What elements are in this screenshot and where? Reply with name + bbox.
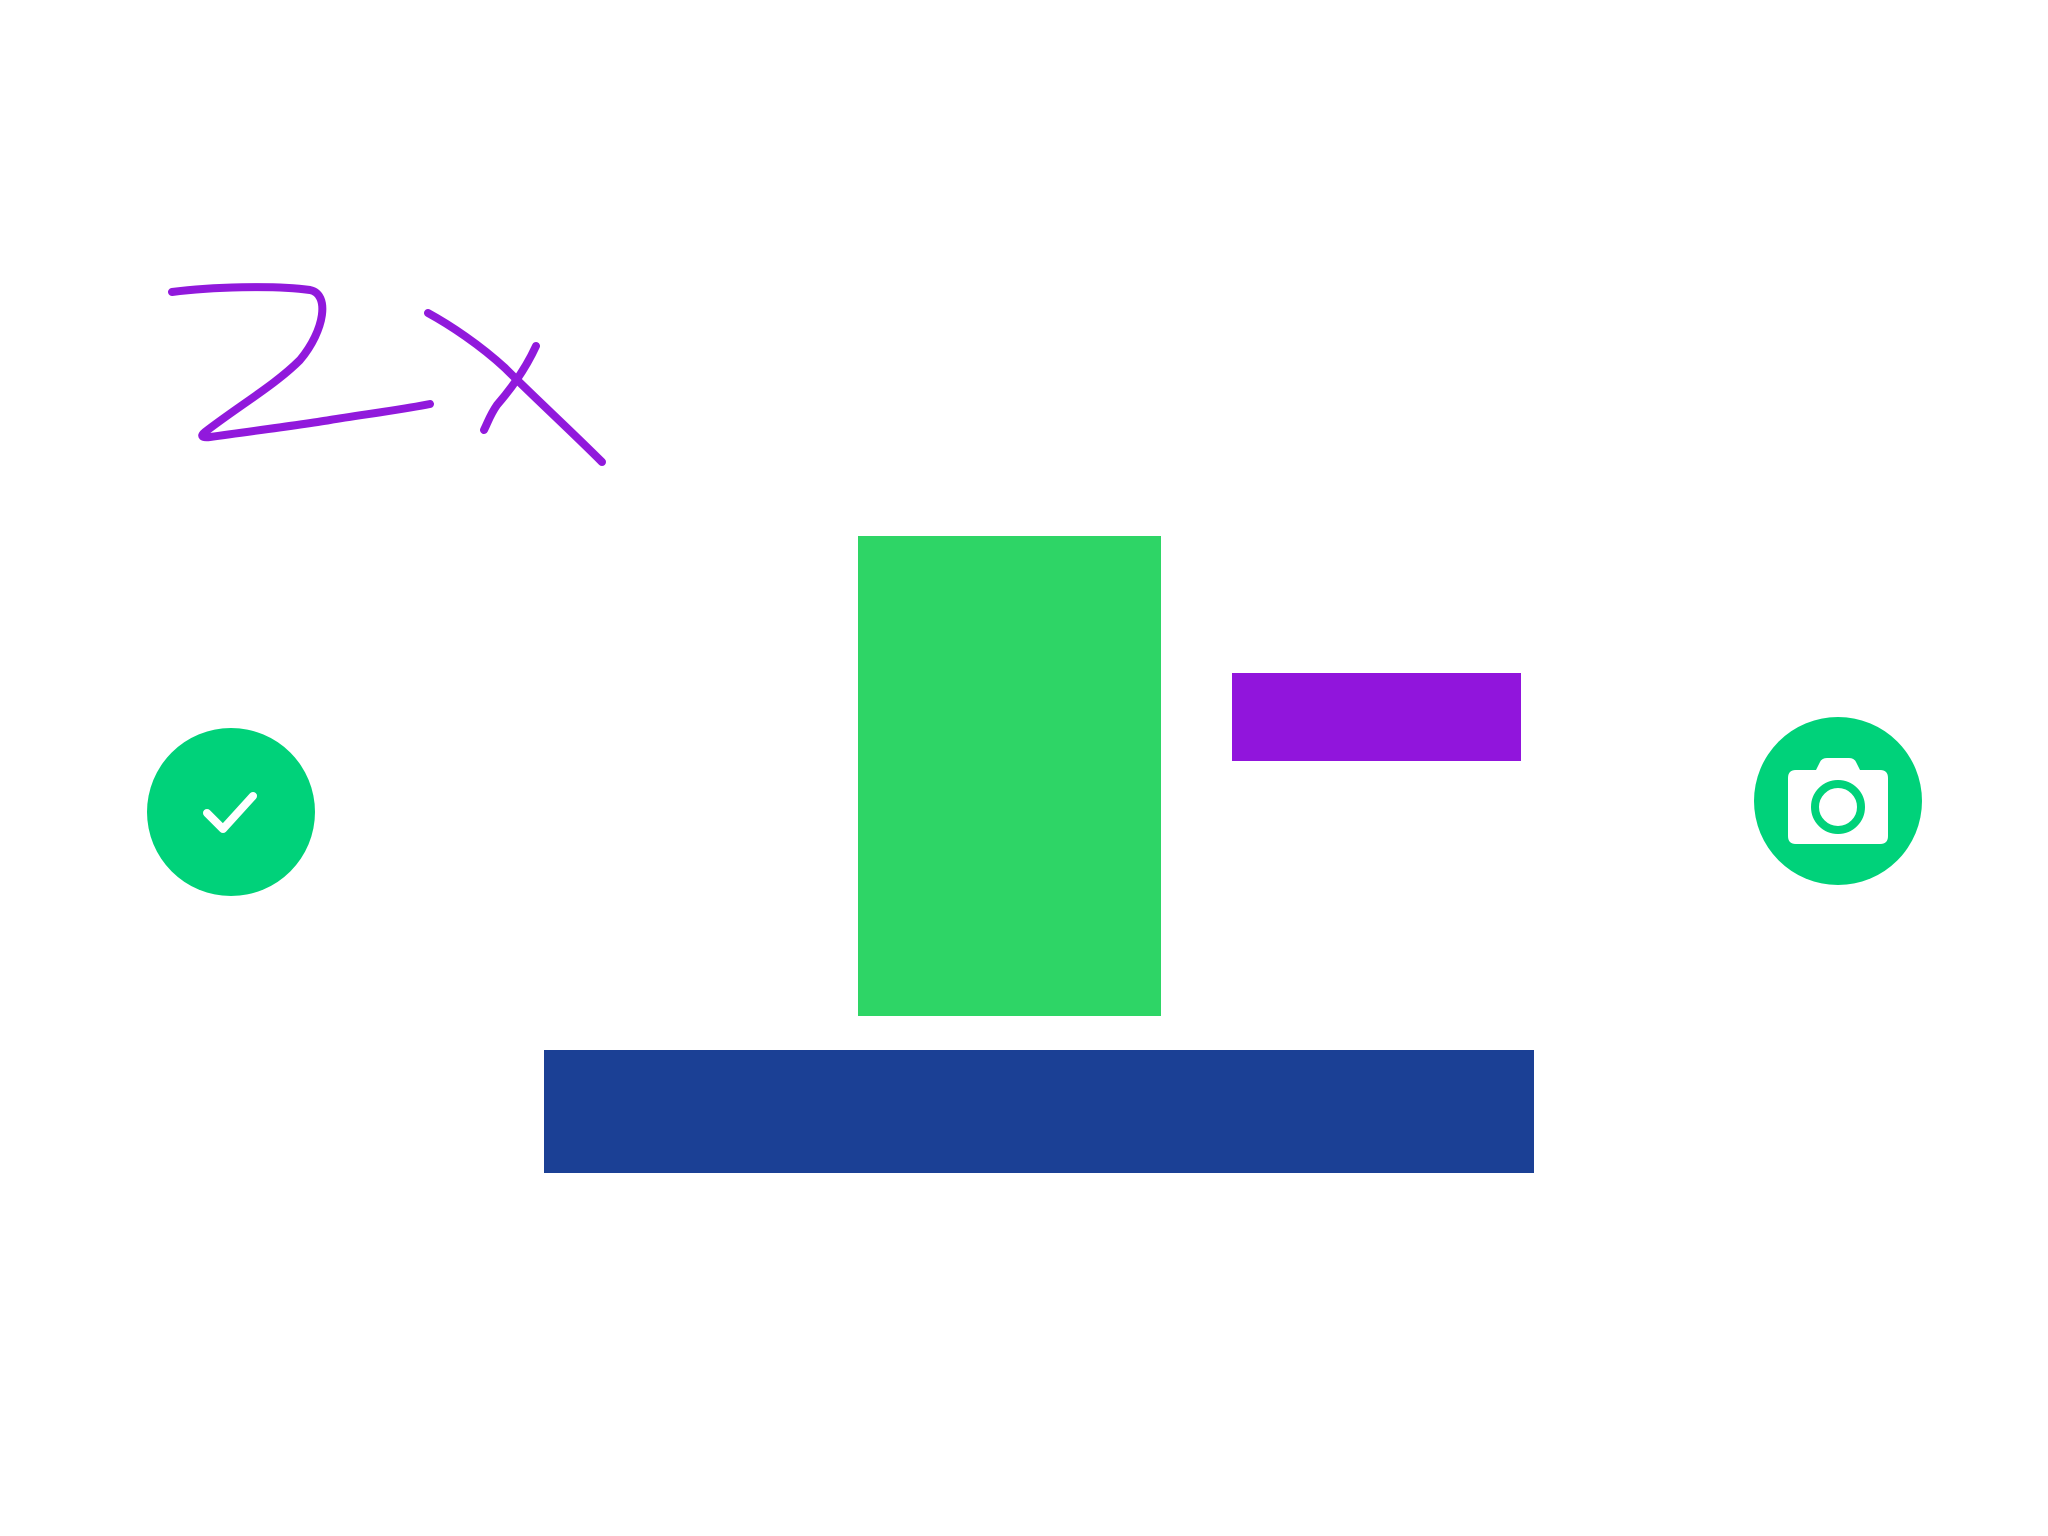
camera-icon xyxy=(1788,758,1888,844)
annotation-letter-x-stroke-1 xyxy=(424,309,606,466)
blue-block xyxy=(544,1050,1534,1173)
annotation-digit-2 xyxy=(168,283,434,442)
annotation-letter-x-stroke-2 xyxy=(480,342,540,434)
annotation-2x-strokes xyxy=(168,283,606,466)
camera-button[interactable] xyxy=(1754,717,1922,885)
green-block xyxy=(858,536,1161,1016)
checkmark-icon xyxy=(203,792,257,833)
purple-block xyxy=(1232,673,1521,761)
confirm-button[interactable] xyxy=(147,728,315,896)
